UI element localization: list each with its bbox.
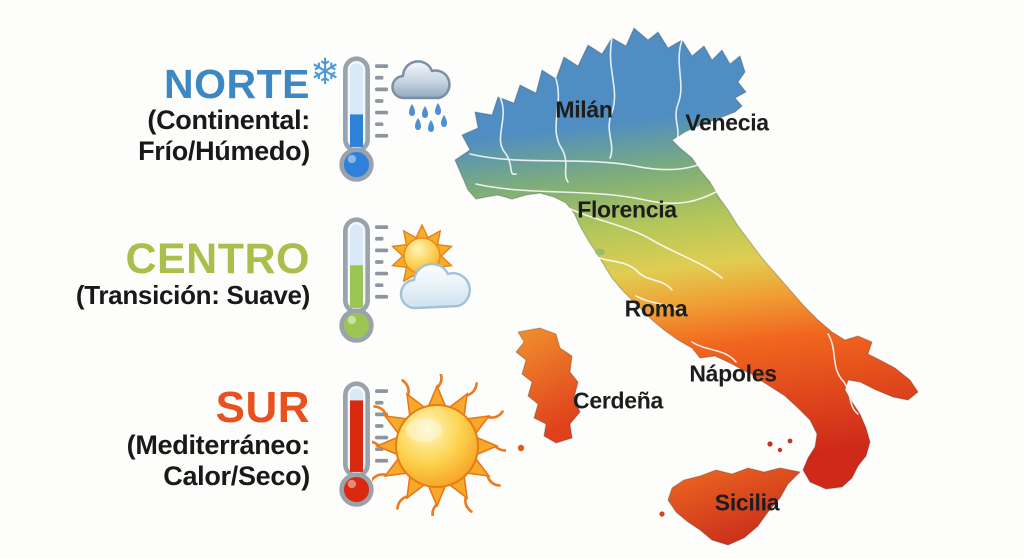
city-label-venecia: Venecia xyxy=(685,109,769,136)
small-island-dot xyxy=(787,438,793,444)
small-island-dot xyxy=(595,248,605,256)
thermometer-ticks xyxy=(375,225,389,299)
zone-title-centro: CENTRO xyxy=(125,235,310,283)
thermometer-cold-icon xyxy=(339,56,389,182)
thermometer-mild-icon xyxy=(339,217,389,343)
thermometer-ticks xyxy=(375,64,389,138)
city-label-napoles: Nápoles xyxy=(689,360,777,387)
zone-subtitle-sur-line1: (Mediterráneo: xyxy=(126,430,311,460)
thermometer-hot-icon xyxy=(339,381,389,507)
region-borders xyxy=(469,37,859,415)
thermometer-liquid xyxy=(350,265,363,308)
sicily-island xyxy=(667,467,801,546)
climate-zone-norte: NORTE (Continental: Frío/Húmedo) xyxy=(138,64,310,167)
zone-title-norte: NORTE xyxy=(164,61,310,107)
small-island-dot xyxy=(767,441,773,447)
cloud-part xyxy=(399,262,471,310)
city-label-cerdena: Cerdeña xyxy=(573,387,663,414)
thermometer-liquid xyxy=(350,400,363,472)
city-label-roma: Roma xyxy=(624,295,688,322)
city-label-milan: Milán xyxy=(555,96,613,123)
small-island-dot xyxy=(777,447,783,453)
climate-zone-centro: CENTRO (Transición: Suave) xyxy=(76,238,310,311)
raindrops xyxy=(409,103,447,132)
sun-icon xyxy=(372,374,506,516)
italy-mainland xyxy=(454,27,919,490)
climate-zone-sur: SUR (Mediterráneo: Calor/Seco) xyxy=(126,383,311,492)
italy-map xyxy=(454,27,919,546)
zone-title-sur: SUR xyxy=(215,383,310,432)
snowflake-icon: ❄ xyxy=(310,52,341,93)
zone-subtitle-centro-line1: (Transición: Suave) xyxy=(75,280,310,310)
rain-cloud-icon xyxy=(391,60,451,132)
sun-behind-cloud-icon xyxy=(389,224,471,310)
city-label-sicilia: Sicilia xyxy=(714,489,780,516)
sun-core xyxy=(395,404,479,488)
thermometer-liquid xyxy=(350,114,363,147)
zone-subtitle-norte-line1: (Continental: xyxy=(147,105,310,135)
small-island-dot xyxy=(517,444,525,452)
city-label-florencia: Florencia xyxy=(577,196,677,223)
zone-subtitle-norte-line2: Frío/Húmedo) xyxy=(138,135,310,166)
zone-subtitle-sur-line2: Calor/Seco) xyxy=(163,460,310,491)
small-island-dot xyxy=(659,511,665,517)
sardinia-island xyxy=(515,327,581,444)
